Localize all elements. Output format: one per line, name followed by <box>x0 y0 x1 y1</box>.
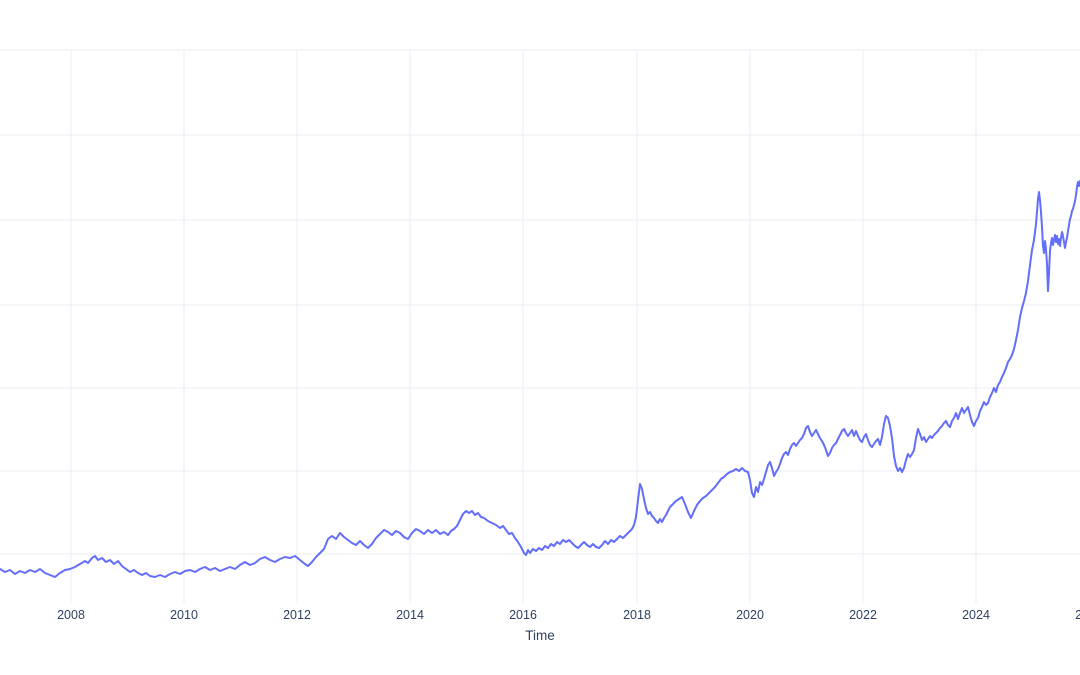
price-line <box>0 180 1080 578</box>
x-axis-tick-label: 2022 <box>849 608 877 622</box>
x-axis-tick-label: 2012 <box>283 608 311 622</box>
x-axis-tick-label: 2020 <box>736 608 764 622</box>
x-axis-tick-label: 2016 <box>509 608 537 622</box>
x-axis-title: Time <box>525 628 555 643</box>
x-axis-tick-label: 2010 <box>170 608 198 622</box>
x-axis-tick-label: 2026 <box>1075 608 1080 622</box>
x-axis-tick-label: 2018 <box>623 608 651 622</box>
x-axis-tick-label: 2014 <box>396 608 424 622</box>
x-axis-tick-label: 2024 <box>962 608 990 622</box>
x-axis-tick-label: 2008 <box>57 608 85 622</box>
